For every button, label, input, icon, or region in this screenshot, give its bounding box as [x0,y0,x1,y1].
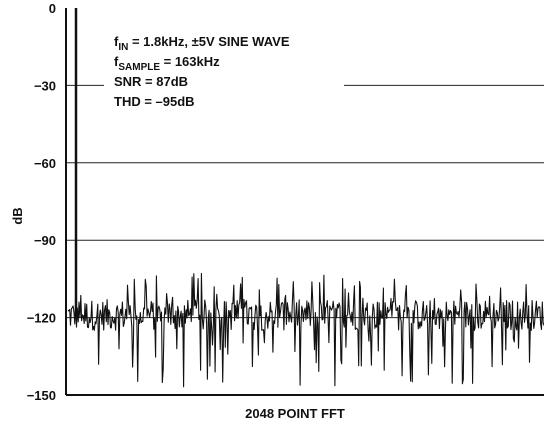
annotation-line: SNR = 87dB [114,74,188,89]
annotation-text: = 1.8kHz, ±5V SINE WAVE [128,34,289,49]
annotation-text: = 163kHz [160,54,220,69]
y-tick-label: −60 [34,156,56,171]
y-tick-label: −150 [27,388,56,403]
y-axis-label: dB [10,207,25,224]
y-tick-label: −90 [34,233,56,248]
annotation-subscript: IN [118,42,128,53]
fft-series [67,8,544,388]
annotation-prefix: f [114,54,119,69]
y-tick-label: −120 [27,311,56,326]
annotation-line: fSAMPLE = 163kHz [114,54,220,73]
y-tick-label: 0 [49,1,56,16]
annotation-background [104,28,344,116]
x-axis-label: 2048 POINT FFT [245,406,345,421]
annotation-line: THD = –95dB [114,94,195,109]
y-tick-label: −30 [34,78,56,93]
annotation-prefix: f [114,34,119,49]
grid-lines [66,84,544,319]
annotation-subscript: SAMPLE [118,62,160,73]
annotation-line: fIN = 1.8kHz, ±5V SINE WAVE [114,34,290,53]
noise-trace [67,272,544,388]
y-tick-labels: 0 −30 −60 −90 −120 −150 [27,1,56,403]
